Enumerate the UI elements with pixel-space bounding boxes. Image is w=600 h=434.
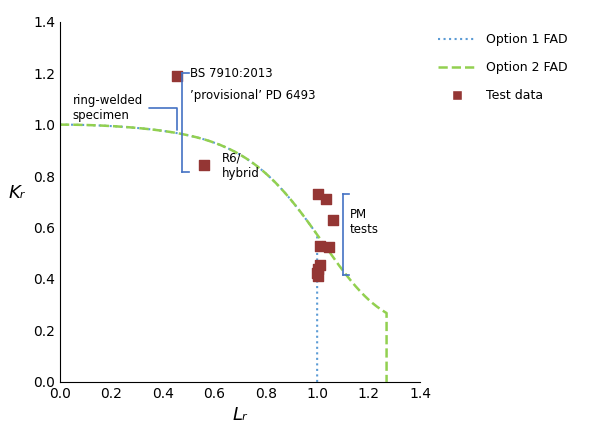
Test data xyxy=(172,72,182,79)
Option 1 FAD xyxy=(186,133,193,138)
Option 2 FAD xyxy=(221,144,228,149)
Test data xyxy=(324,243,334,250)
Text: BS 7910:2013: BS 7910:2013 xyxy=(190,67,272,80)
Text: ’provisional’ PD 6493: ’provisional’ PD 6493 xyxy=(190,89,316,102)
Test data xyxy=(314,191,323,197)
Test data xyxy=(322,196,331,203)
Option 2 FAD xyxy=(265,174,272,179)
Line: Option 2 FAD: Option 2 FAD xyxy=(60,125,386,382)
Option 1 FAD xyxy=(197,136,205,141)
Option 2 FAD xyxy=(296,208,304,214)
Test data xyxy=(328,216,337,223)
Option 1 FAD xyxy=(149,127,157,132)
Test data xyxy=(314,273,323,280)
Test data xyxy=(315,261,325,268)
Test data xyxy=(313,269,322,276)
Test data xyxy=(314,265,323,272)
Option 1 FAD xyxy=(245,158,253,163)
Option 2 FAD xyxy=(56,122,64,127)
Legend: Option 1 FAD, Option 2 FAD, Test data: Option 1 FAD, Option 2 FAD, Test data xyxy=(433,28,572,107)
Option 1 FAD xyxy=(221,144,228,149)
Line: Option 1 FAD: Option 1 FAD xyxy=(60,125,317,382)
Text: PM
tests: PM tests xyxy=(350,208,379,237)
Option 2 FAD xyxy=(99,123,106,128)
Option 2 FAD xyxy=(383,379,390,385)
Option 1 FAD xyxy=(90,123,97,128)
Option 2 FAD xyxy=(236,151,243,157)
Option 2 FAD xyxy=(174,131,181,136)
Y-axis label: Kᵣ: Kᵣ xyxy=(8,184,25,202)
Option 1 FAD xyxy=(56,122,64,127)
Test data xyxy=(315,242,325,249)
Text: ring-welded
specimen: ring-welded specimen xyxy=(73,94,177,130)
Option 1 FAD xyxy=(314,379,321,385)
X-axis label: Lᵣ: Lᵣ xyxy=(233,406,247,424)
Test data xyxy=(199,161,209,168)
Text: R6/
hybrid: R6/ hybrid xyxy=(222,152,260,180)
